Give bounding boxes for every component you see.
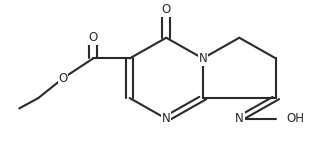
Text: O: O <box>58 72 68 85</box>
Text: N: N <box>198 52 207 65</box>
Text: N: N <box>162 112 170 125</box>
Text: O: O <box>89 31 98 44</box>
Text: OH: OH <box>286 112 304 125</box>
Text: N: N <box>235 112 244 125</box>
Text: O: O <box>161 3 171 16</box>
